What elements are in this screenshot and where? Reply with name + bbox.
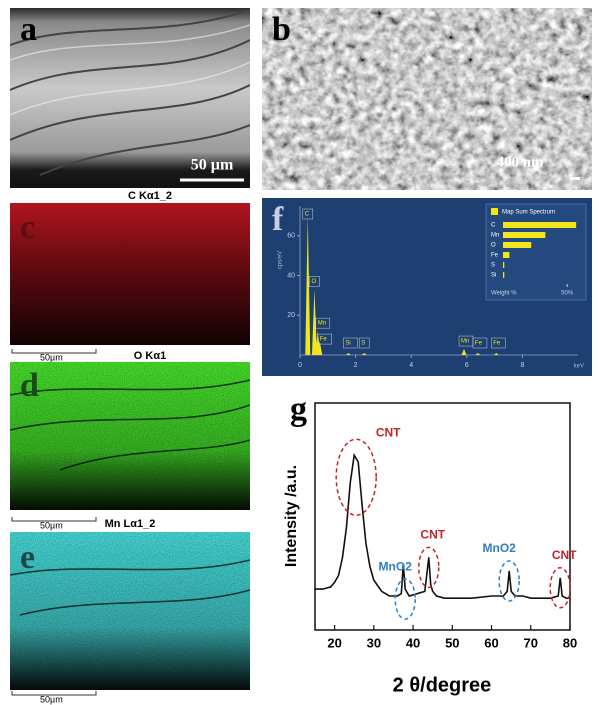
peak-label: Fe [475,341,483,347]
panel-label: a [20,11,37,48]
spectrum-peak [361,353,367,355]
peak-label-box [343,337,358,349]
annotation: CNT [420,528,445,542]
panel-label: c [20,209,35,246]
peak-label: C [305,212,310,218]
annotation-ellipse [418,546,440,589]
map-title: C Kα1_2 [128,190,172,202]
y-tick-label: 60 [287,233,295,240]
xrd-line [315,452,570,599]
peak-label: Fe [320,337,328,343]
inset-category: Fe [491,253,499,259]
inset-bar [503,262,505,268]
x-tick-label: 20 [327,635,341,650]
panel-label: e [20,539,35,576]
inset-bar [503,232,546,238]
scale-bar-label: 50µm [40,694,63,704]
x-axis-label: 2 θ/degree [393,674,492,696]
x-tick-label: 60 [484,635,498,650]
inset-tick-label: 50% [561,291,574,297]
x-tick-label: 80 [563,635,577,650]
spectrum-peak [461,349,467,355]
spectrum-peak [317,341,323,355]
x-tick-label: 4 [409,362,413,369]
peak-label: O [311,279,316,285]
annotation-ellipse [335,438,377,516]
inset-category: O [491,243,496,249]
y-axis-label: cps/eV [278,251,284,269]
annotation: MnO2 [483,541,517,555]
inset-category: S [491,263,495,269]
peak-label-box [472,337,488,349]
inset-category: Mn [491,233,499,239]
inset-bar [503,242,532,248]
inset [485,203,587,301]
annotation-ellipse [549,567,571,609]
x-axis-label: keV [574,364,584,370]
peak-label: Fe [493,341,501,347]
peak-label-box [309,276,320,287]
panel-label: d [20,367,39,404]
scale-bar-label: 50µm [40,520,63,530]
peak-label: S [361,341,365,347]
x-tick-label: 6 [465,362,469,369]
x-tick-label: 2 [354,362,358,369]
plot-frame [314,402,571,631]
eds-map-d [10,362,250,510]
peak-label-box [315,317,331,329]
panel-label: g [290,391,307,428]
x-tick-label: 30 [367,635,381,650]
scale-bar-label: 400 nm [496,154,544,170]
inset-bar [503,272,505,278]
spectrum-peak [345,353,351,355]
scale-bar [11,517,97,522]
annotation: MnO2 [379,559,413,573]
annotation-ellipse [498,560,520,602]
peak-label: Mn [461,339,469,345]
spectrum-peak [305,215,311,355]
map-title: O Kα1 [134,350,166,362]
x-tick-label: 40 [406,635,420,650]
spectrum-peak [475,353,481,355]
inset-axis-label: Weight % [491,291,517,297]
sem-image-a [10,8,250,188]
peak-label-box [358,337,370,349]
scale-bar-label: 50 µm [191,157,234,174]
y-axis-label: Intensity /a.u. [283,465,300,567]
eds-map-e [10,532,250,690]
annotation: CNT [376,425,401,439]
eds-map-c [10,203,250,345]
scale-bar [11,691,97,696]
legend-swatch [491,208,498,215]
inset-bar [503,222,577,228]
spectrum-peak [311,289,317,355]
peak-label: Si [345,341,350,347]
map-title: Mn Lα1_2 [105,518,156,530]
x-tick-label: 8 [520,362,524,369]
x-tick-label: 50 [445,635,459,650]
peak-label-box [491,337,506,349]
scale-bar [11,349,97,354]
peak-label-box [302,208,314,220]
scale-bar [570,177,580,180]
spectrum-peak [493,353,499,355]
panel-label: b [272,11,291,48]
sem-image-b [262,8,592,190]
annotation: CNT [552,548,577,562]
scale-bar-label: 50µm [40,352,63,362]
annotation-ellipse [394,578,416,620]
x-tick-label: 70 [524,635,538,650]
panel-label: f [272,201,284,238]
inset-category: Si [491,273,496,279]
peak-label: Mn [318,321,326,327]
y-tick-label: 40 [287,272,295,279]
x-tick-label: 0 [298,362,302,369]
inset-bar [503,252,510,258]
y-tick-label: 20 [287,312,295,319]
inset-category: C [491,223,496,229]
inset-title: Map Sum Spectrum [502,210,555,216]
peak-label-box [317,333,332,345]
